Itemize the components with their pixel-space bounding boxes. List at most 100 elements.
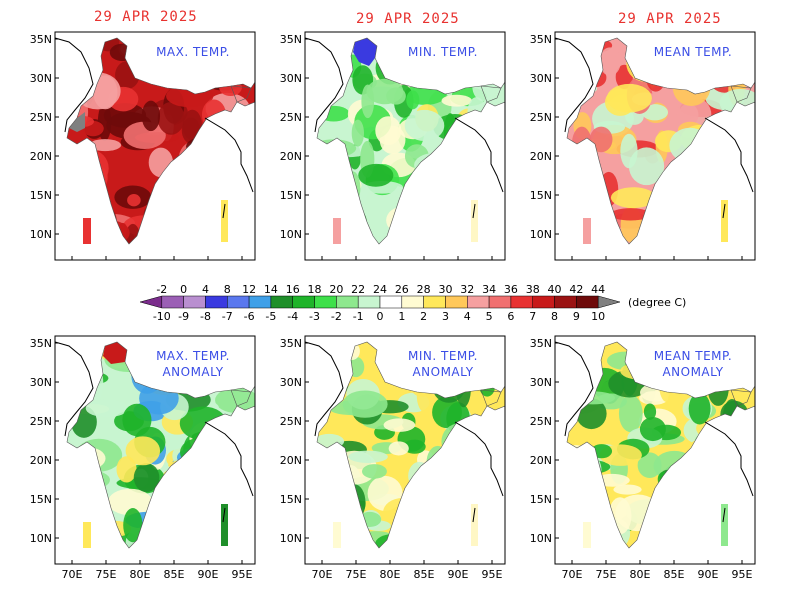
max-temp-map-panel: 70E 75E 80E 85E 90E 95E 10N 15N 20N 25N 30N 35N MAX.…	[30, 31, 256, 265]
x-tick-label: 95E	[482, 264, 503, 265]
anomaly-label: -2	[331, 310, 342, 323]
temperature-label: 32	[460, 284, 474, 296]
x-tick-label: 90E	[198, 568, 219, 581]
x-tick-label: 80E	[630, 264, 651, 265]
anomaly-label: -10	[153, 310, 171, 323]
x-tick-label: 90E	[198, 264, 219, 265]
temperature-label: 8	[224, 284, 231, 296]
x-tick-label: 95E	[482, 568, 503, 581]
panel-title: MIN. TEMP.	[408, 349, 478, 363]
colorbar: -2 0 4 8 12 14 16 18 20 22 24 26 28 30 32 34 36 38 40 42 44-…	[139, 284, 686, 323]
andaman-marker	[221, 200, 228, 242]
temperature-label: 4	[202, 284, 209, 296]
panel-title: MEAN TEMP.	[654, 349, 732, 363]
map-frame	[554, 31, 756, 261]
india-boundary	[316, 341, 502, 549]
map-frame	[54, 31, 256, 261]
anomaly-label: 3	[442, 310, 449, 323]
x-tick-label: 85E	[164, 264, 185, 265]
x-tick-label: 70E	[312, 568, 333, 581]
india-boundary	[566, 37, 752, 245]
coastline-east	[704, 421, 754, 497]
x-tick-label: 85E	[164, 568, 185, 581]
andaman-marker	[221, 504, 228, 546]
temperature-label: 40	[548, 284, 562, 296]
y-tick-label: 10N	[30, 532, 52, 545]
x-tick-label: 90E	[698, 568, 719, 581]
coastline-west	[54, 341, 94, 437]
x-tick-label: 80E	[130, 264, 151, 265]
coastline-west	[554, 341, 594, 437]
map-frame	[304, 31, 506, 261]
temperature-label: 16	[286, 284, 300, 296]
colorbar-unit: (degree C)	[628, 296, 686, 309]
india-boundary	[66, 37, 252, 245]
colorbar-swatch	[554, 295, 577, 309]
lakshadweep-marker	[83, 218, 91, 244]
temperature-label: -2	[156, 284, 167, 296]
andaman-marker	[721, 504, 728, 546]
india-boundary	[566, 341, 752, 549]
colorbar-swatch	[532, 295, 555, 309]
x-tick-label: 75E	[96, 264, 117, 265]
y-tick-label: 35N	[280, 33, 302, 46]
date-label-2: 29 APR 2025	[356, 11, 460, 27]
min-temp-anomaly-map-panel: 70E 75E 80E 85E 90E 95E 10N 15N 20N 25N 30N 35N MIN.…	[280, 335, 506, 581]
anomaly-label: -9	[178, 310, 189, 323]
india-boundary	[66, 341, 252, 549]
andaman-island-line	[722, 203, 726, 219]
y-tick-label: 30N	[30, 376, 52, 389]
y-tick-label: 20N	[30, 150, 52, 163]
colorbar-swatch	[510, 295, 533, 309]
x-tick-label: 75E	[346, 568, 367, 581]
anomaly-label: -1	[353, 310, 364, 323]
andaman-marker	[471, 504, 478, 546]
colorbar-swatch	[336, 295, 359, 309]
lakshadweep-marker	[583, 218, 591, 244]
lakshadweep-marker	[583, 522, 591, 548]
max-temp-anomaly-map-panel: 70E 75E 80E 85E 90E 95E 10N 15N 20N 25N 30N 35N MAX.…	[30, 335, 256, 581]
colorbar-swatch	[488, 295, 512, 309]
anomaly-label: 1	[398, 310, 405, 323]
andaman-island-line	[222, 203, 226, 219]
anomaly-label: 10	[591, 310, 605, 323]
y-tick-label: 10N	[280, 532, 302, 545]
temperature-label: 14	[264, 284, 278, 296]
andaman-island-line	[472, 203, 476, 219]
y-tick-label: 20N	[280, 454, 302, 467]
colorbar-swatch	[292, 295, 315, 309]
anomaly-label: 5	[486, 310, 493, 323]
anomaly-label: 6	[507, 310, 514, 323]
lakshadweep-marker	[333, 218, 341, 244]
y-tick-label: 30N	[530, 72, 552, 85]
x-tick-label: 70E	[562, 264, 583, 265]
y-tick-label: 35N	[30, 33, 52, 46]
temperature-label: 0	[180, 284, 187, 296]
colorbar-swatch	[445, 295, 468, 309]
x-tick-label: 70E	[562, 568, 583, 581]
x-tick-label: 70E	[62, 264, 83, 265]
panel-title: ANOMALY	[662, 365, 723, 379]
y-tick-label: 25N	[30, 415, 52, 428]
panel-title: ANOMALY	[162, 365, 223, 379]
y-tick-label: 10N	[530, 532, 552, 545]
y-tick-label: 30N	[280, 72, 302, 85]
y-tick-label: 25N	[30, 111, 52, 124]
anomaly-label: 2	[420, 310, 427, 323]
x-tick-label: 75E	[596, 264, 617, 265]
temperature-label: 26	[395, 284, 409, 296]
anomaly-label: -4	[287, 310, 298, 323]
coastline-west	[304, 37, 344, 133]
y-tick-label: 15N	[30, 189, 52, 202]
coastline-west	[304, 341, 344, 437]
colorbar-swatch	[314, 295, 337, 309]
map-frame	[554, 335, 756, 565]
panel-title: MAX. TEMP.	[156, 349, 230, 363]
y-tick-label: 10N	[280, 228, 302, 241]
x-tick-label: 75E	[596, 568, 617, 581]
coastline-east	[204, 117, 254, 193]
panel-title: MEAN TEMP.	[654, 45, 732, 59]
colorbar-swatch	[597, 295, 621, 309]
temperature-label: 36	[504, 284, 518, 296]
